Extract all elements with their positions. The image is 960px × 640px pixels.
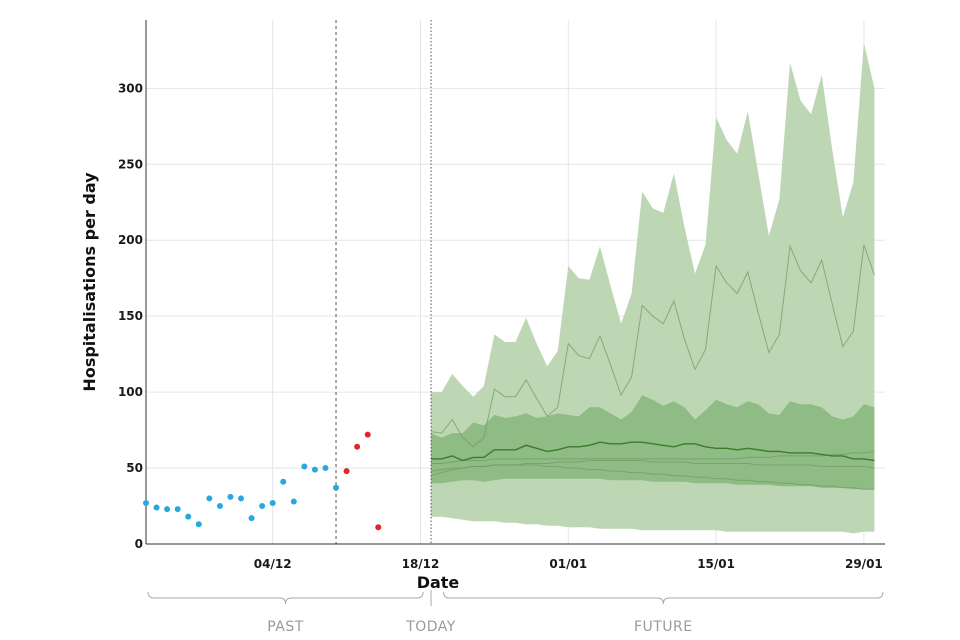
observed-point — [238, 495, 245, 502]
recent-point — [354, 443, 361, 450]
observed-point — [280, 478, 287, 485]
observed-point — [322, 465, 329, 472]
observed-point — [143, 499, 149, 506]
median-forecast-line — [431, 441, 875, 462]
y-tick-label: 0 — [135, 537, 143, 551]
forecast-lines — [430, 244, 875, 490]
x-tick-labels: 04/12 18/12 01/01 15/01 29/01 — [254, 557, 883, 571]
forecast-bands — [431, 42, 875, 534]
scenario-line-4 — [430, 464, 875, 490]
x-tick-label: 15/01 — [697, 557, 735, 571]
region-bracket-past — [147, 591, 424, 605]
x-tick-label: 29/01 — [845, 557, 883, 571]
y-tick-labels: 0 50 100 150 200 250 300 — [118, 81, 143, 551]
y-tick-label: 150 — [118, 309, 143, 323]
observed-point — [164, 506, 171, 513]
region-label-future: FUTURE — [634, 619, 693, 635]
timeline-regions: PAST TODAY FUTURE — [147, 590, 884, 635]
observed-point — [259, 503, 266, 510]
observed-point — [216, 503, 223, 510]
y-axis-title: Hospitalisations per day — [80, 172, 99, 392]
reference-lines — [335, 20, 432, 544]
x-axis-title: Date — [417, 573, 460, 592]
observed-point — [174, 506, 181, 513]
scenario-line-2 — [431, 450, 875, 464]
region-bracket-future — [443, 591, 884, 605]
recent-point — [375, 524, 382, 531]
scenario-line-1 — [430, 244, 875, 448]
x-tick-label: 18/12 — [402, 557, 440, 571]
x-tick-label: 04/12 — [254, 557, 292, 571]
observed-point — [301, 463, 308, 470]
observed-point — [248, 515, 255, 522]
observed-point — [333, 484, 340, 491]
recent-point — [364, 431, 371, 438]
region-label-today: TODAY — [405, 619, 456, 635]
y-tick-label: 300 — [118, 81, 143, 95]
observed-point — [195, 521, 202, 528]
recent-point — [343, 468, 350, 475]
y-tick-label: 200 — [118, 233, 143, 247]
observed-point — [269, 499, 276, 506]
observed-point — [206, 495, 213, 502]
data-points — [143, 431, 382, 531]
y-tick-label: 250 — [118, 157, 143, 171]
observed-point — [227, 493, 234, 500]
region-label-past: PAST — [267, 619, 304, 635]
observed-point — [290, 498, 297, 505]
observed-point — [311, 466, 318, 473]
y-tick-label: 50 — [126, 461, 143, 475]
y-tick-label: 100 — [118, 385, 143, 399]
x-tick-label: 01/01 — [549, 557, 587, 571]
observed-point — [153, 504, 160, 511]
observed-point — [185, 513, 192, 520]
axes — [145, 20, 885, 545]
